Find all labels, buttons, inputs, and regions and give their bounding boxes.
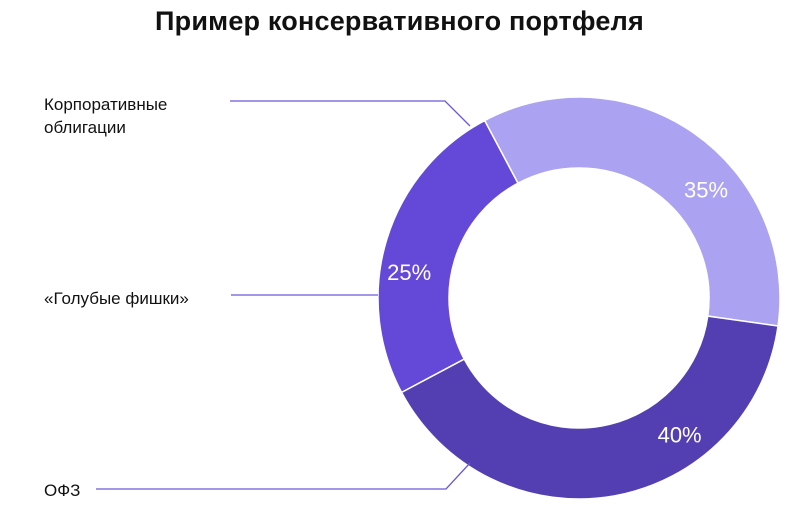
leader-line	[230, 100, 471, 127]
donut-slice	[377, 119, 519, 394]
slice-value-label: 40%	[658, 423, 702, 448]
category-label: ОФЗ	[44, 481, 80, 500]
category-label: Корпоративные	[44, 95, 167, 114]
donut-slice	[483, 96, 781, 327]
slice-value-label: 25%	[387, 260, 431, 285]
donut-slice	[400, 315, 779, 500]
category-label: «Голубые фишки»	[44, 289, 189, 308]
leader-line	[96, 462, 471, 490]
donut-slices	[377, 96, 781, 500]
slice-value-labels: 35% 40% 25%	[387, 178, 728, 448]
category-labels: Корпоративные облигации «Голубые фишки» ОФЗ	[44, 95, 189, 500]
leader-lines	[96, 100, 471, 490]
category-label: облигации	[44, 118, 126, 137]
chart-title: Пример консервативного портфеля	[155, 6, 644, 36]
slice-value-label: 35%	[684, 178, 728, 203]
